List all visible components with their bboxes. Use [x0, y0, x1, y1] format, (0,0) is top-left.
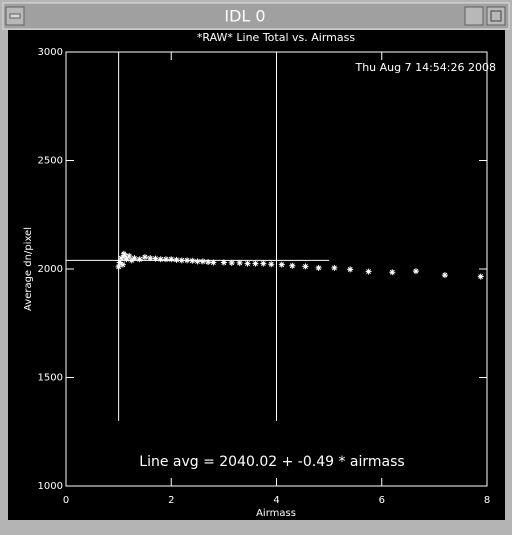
- point: [365, 268, 372, 275]
- y-tick-label: 1000: [38, 481, 63, 492]
- point: [389, 269, 396, 276]
- point: [115, 263, 122, 270]
- timestamp: Thu Aug 7 14:54:26 2008: [354, 61, 496, 74]
- point: [441, 272, 448, 279]
- point: [168, 256, 175, 263]
- point: [162, 256, 169, 263]
- point: [141, 254, 148, 261]
- point: [157, 256, 164, 263]
- point: [278, 261, 285, 268]
- y-tick-label: 1500: [38, 373, 63, 384]
- point: [477, 273, 484, 280]
- point: [289, 262, 296, 269]
- y-tick-label: 3000: [38, 47, 63, 58]
- point: [128, 257, 135, 264]
- x-tick-label: 8: [484, 495, 490, 506]
- point: [220, 259, 227, 266]
- point: [118, 255, 125, 262]
- point: [123, 256, 130, 263]
- window-title: IDL 0: [224, 7, 265, 26]
- point: [189, 257, 196, 264]
- point: [119, 261, 126, 268]
- point: [120, 250, 127, 257]
- point: [131, 255, 138, 262]
- point: [205, 259, 212, 266]
- title-bar: [2, 2, 510, 30]
- point: [210, 259, 217, 266]
- point: [331, 264, 338, 271]
- point: [178, 257, 185, 264]
- point: [315, 264, 322, 271]
- point: [173, 256, 180, 263]
- point: [136, 256, 143, 263]
- point: [236, 259, 243, 266]
- point: [244, 260, 251, 267]
- point: [252, 260, 259, 267]
- y-axis-label: Average dn/pixel: [23, 227, 34, 311]
- point: [194, 258, 201, 265]
- point: [126, 252, 133, 259]
- point: [347, 266, 354, 273]
- point: [147, 255, 154, 262]
- point: [199, 258, 206, 265]
- fit-annotation: Line avg = 2040.02 + -0.49 * airmass: [139, 454, 404, 470]
- x-tick-label: 2: [168, 495, 174, 506]
- maximize-button[interactable]: [486, 6, 506, 26]
- point: [121, 252, 128, 259]
- y-tick-label: 2500: [38, 156, 63, 167]
- x-axis-label: Airmass: [256, 508, 296, 519]
- point: [116, 259, 123, 266]
- minimize-button[interactable]: [464, 6, 484, 26]
- menu-icon: [9, 13, 21, 19]
- point: [184, 257, 191, 264]
- point: [152, 255, 159, 262]
- point: [260, 260, 267, 267]
- x-tick-label: 0: [63, 495, 69, 506]
- point: [268, 261, 275, 268]
- y-tick-label: 2000: [38, 264, 63, 275]
- chart-title: *RAW* Line Total vs. Airmass: [197, 31, 355, 44]
- maximize-icon: [490, 10, 502, 22]
- point: [228, 259, 235, 266]
- point: [302, 263, 309, 270]
- point: [412, 268, 419, 275]
- x-tick-label: 6: [379, 495, 385, 506]
- x-tick-label: 4: [273, 495, 279, 506]
- plot-window: [8, 30, 505, 520]
